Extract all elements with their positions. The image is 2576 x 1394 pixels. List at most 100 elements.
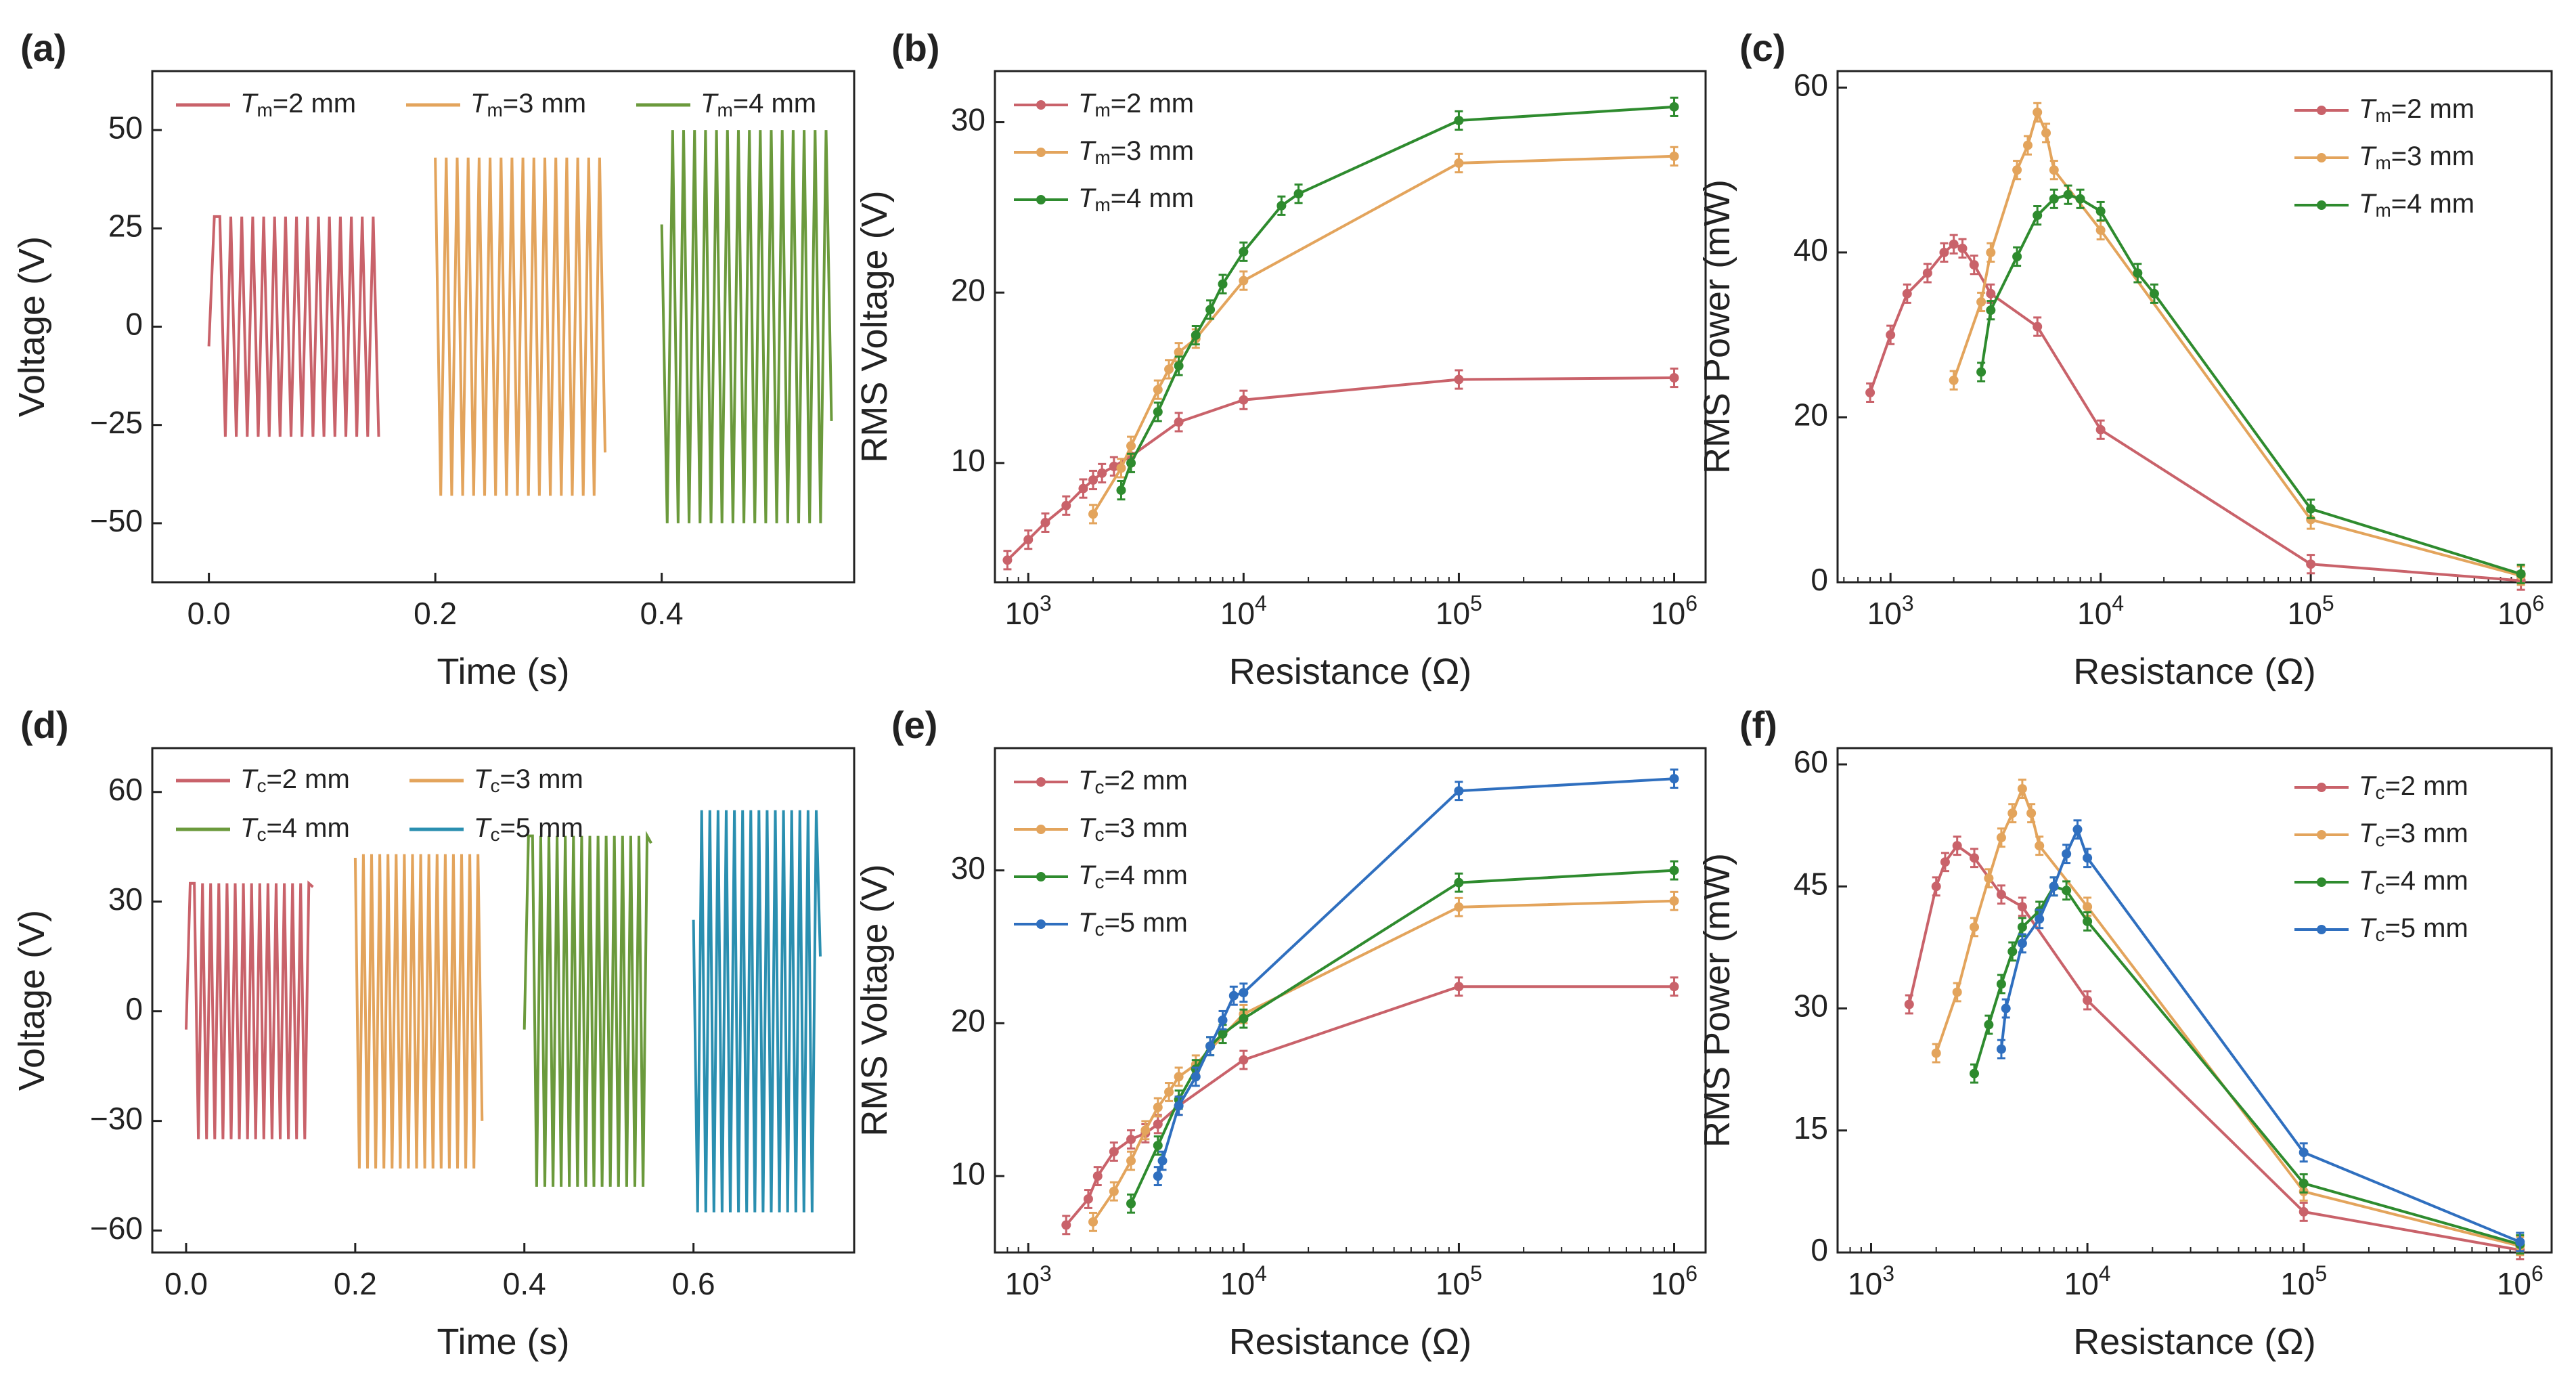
- data-point: [1969, 922, 1979, 932]
- data-point: [1931, 1048, 1941, 1058]
- x-tick-label: 105: [2288, 591, 2334, 631]
- legend-label: Tc=3 mm: [1078, 813, 1188, 846]
- series-4: [1153, 768, 1679, 1187]
- x-tick-label: 104: [2077, 591, 2124, 631]
- data-point: [1164, 1087, 1174, 1097]
- y-axis-label: Voltage (V): [12, 910, 52, 1091]
- data-point: [2075, 194, 2085, 204]
- series-line: [1952, 108, 2522, 578]
- panel-label-c: (c): [1739, 26, 1785, 69]
- x-axis-label: Resistance (Ω): [1229, 651, 1471, 692]
- legend-label: Tc=5 mm: [2359, 913, 2468, 946]
- x-tick-label: 105: [1436, 591, 1482, 631]
- x-tick-label: 0.2: [414, 596, 457, 631]
- data-point: [1174, 361, 1184, 371]
- data-point: [1454, 374, 1464, 385]
- data-point: [1952, 841, 1962, 851]
- y-tick-label: 60: [1794, 744, 1828, 779]
- legend-marker: [2317, 153, 2326, 162]
- legend-marker: [1036, 195, 1046, 204]
- series-3: [1116, 96, 1679, 501]
- data-point: [1454, 786, 1464, 796]
- data-point: [1109, 1186, 1119, 1196]
- data-point: [1293, 189, 1304, 199]
- data-point: [1996, 833, 2006, 843]
- x-axis-label: Resistance (Ω): [1229, 1322, 1471, 1362]
- legend-label: Tc=3 mm: [474, 764, 583, 797]
- data-point: [1061, 500, 1071, 510]
- panel-label-f: (f): [1739, 703, 1777, 746]
- legend-marker: [1036, 100, 1046, 110]
- y-tick-label: 0: [1811, 1232, 1828, 1267]
- data-point: [1669, 151, 1679, 161]
- data-point: [2083, 995, 2093, 1005]
- data-point: [1865, 387, 1875, 397]
- y-axis-label: RMS Voltage (V): [854, 864, 895, 1136]
- x-tick-label: 104: [1220, 591, 1267, 631]
- legend-marker: [2317, 783, 2326, 792]
- data-point: [2062, 849, 2072, 859]
- x-tick-label: 105: [1436, 1261, 1482, 1301]
- data-point: [1002, 555, 1013, 565]
- legend-label: Tm=3 mm: [2359, 141, 2474, 174]
- legend-label: Tc=4 mm: [2359, 866, 2468, 898]
- data-point: [1969, 1068, 1979, 1079]
- data-point: [1126, 1198, 1136, 1208]
- y-tick-label: 60: [1794, 68, 1828, 103]
- data-point: [1157, 1156, 1168, 1166]
- data-point: [1092, 1171, 1103, 1181]
- x-tick-label: 0.4: [640, 596, 684, 631]
- data-point: [2299, 1206, 2309, 1217]
- series-line: [1092, 899, 1674, 1223]
- data-point: [1078, 483, 1088, 494]
- axes-frame-c: [1836, 70, 2553, 584]
- x-tick-label: 0.4: [503, 1266, 546, 1301]
- y-tick-label: −25: [90, 405, 143, 440]
- y-axis-label: Voltage (V): [12, 236, 52, 417]
- data-point: [1218, 1029, 1228, 1039]
- legend-c: Tm=2 mm Tm=3 mm Tm=4 mm: [2294, 94, 2474, 221]
- legend-label: Tm=2 mm: [2359, 94, 2474, 127]
- data-point: [2095, 424, 2106, 435]
- legend-label: Tc=2 mm: [1078, 766, 1188, 798]
- series-1: [1002, 367, 1679, 571]
- legend-f: Tc=2 mm Tc=3 mm Tc=4 mm Tc=5 mm: [2294, 771, 2468, 946]
- data-point: [1902, 288, 1912, 299]
- data-point: [1976, 367, 1986, 377]
- data-point: [1088, 475, 1098, 485]
- waveform-series-3: [523, 831, 652, 1187]
- waveform-series-4: [692, 810, 822, 1213]
- data-point: [2033, 322, 2043, 332]
- data-point: [1276, 200, 1287, 211]
- y-tick-label: 30: [1794, 988, 1828, 1024]
- y-tick-label: 50: [108, 110, 143, 145]
- data-point: [1239, 988, 1249, 998]
- y-tick-label: 60: [108, 772, 143, 807]
- legend-label: Tm=4 mm: [2359, 189, 2474, 221]
- x-tick-label: 0.2: [334, 1266, 377, 1301]
- y-tick-label: 45: [1794, 866, 1828, 901]
- data-point: [1088, 509, 1098, 519]
- data-point: [1669, 102, 1679, 112]
- series-line: [1934, 785, 2521, 1248]
- data-point: [1986, 247, 1996, 257]
- data-point: [1153, 1140, 1163, 1150]
- y-tick-label: 25: [108, 208, 143, 243]
- legend-label: Tc=4 mm: [1078, 861, 1188, 893]
- data-point: [1205, 305, 1216, 315]
- series-line: [1156, 777, 1674, 1177]
- legend-label: Tm=4 mm: [701, 89, 816, 121]
- data-point: [2072, 825, 2083, 835]
- y-tick-label: 0: [125, 991, 143, 1026]
- panel-label-d: (d): [20, 703, 69, 746]
- x-tick-label: 106: [2497, 1261, 2544, 1301]
- data-point: [1239, 276, 1249, 286]
- data-point: [1126, 1156, 1136, 1166]
- y-tick-label: 0: [1811, 562, 1828, 597]
- data-point: [1669, 865, 1679, 875]
- data-point: [2049, 165, 2059, 175]
- waveform-series-2: [434, 157, 606, 496]
- data-point: [1996, 979, 2006, 989]
- waveform-series-1: [185, 880, 314, 1139]
